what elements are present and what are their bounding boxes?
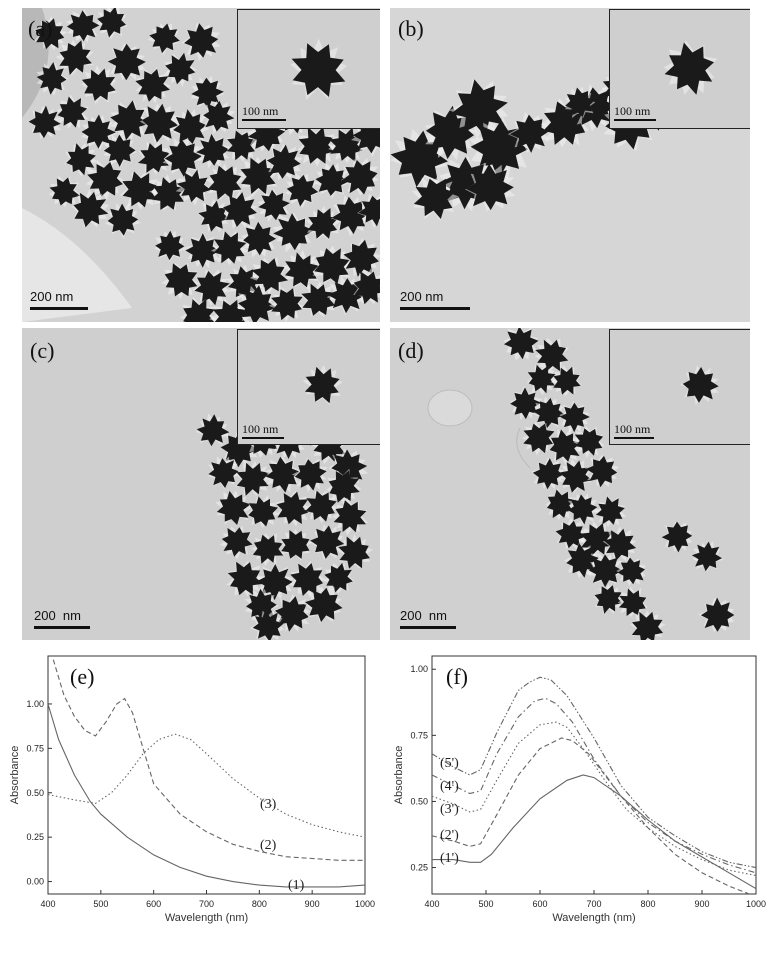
y-tick-label: 0.75	[410, 730, 428, 740]
scale-label-b: 200 nm	[400, 289, 444, 304]
inset-c: 100 nm	[237, 329, 380, 445]
series-line	[432, 721, 756, 877]
series-label: (1')	[440, 851, 459, 866]
tem-image-b	[390, 68, 675, 221]
y-tick-label: 0.00	[26, 877, 44, 887]
inset-scale-bar-a	[242, 119, 286, 121]
y-axis-title: Absorbance	[9, 746, 21, 805]
y-tick-label: 0.75	[26, 743, 44, 753]
y-tick-label: 0.50	[410, 796, 428, 806]
inset-particle-d	[680, 365, 719, 406]
inset-particle-a	[290, 38, 347, 100]
y-tick-label: 0.50	[26, 788, 44, 798]
y-tick-label: 1.00	[26, 699, 44, 709]
panel-label-b: (b)	[398, 16, 424, 41]
inset-scale-label-c: 100 nm	[242, 422, 279, 436]
panel-label-c: (c)	[30, 338, 55, 363]
x-tick-label: 400	[40, 899, 55, 909]
scale-bar-a	[30, 307, 88, 310]
series-line	[52, 659, 365, 861]
x-axis-title: Wavelength (nm)	[552, 912, 635, 924]
y-axis-title: Absorbance	[393, 746, 405, 805]
scale-bar-b	[400, 307, 470, 310]
y-tick-label: 0.25	[410, 863, 428, 873]
inset-particle-c	[302, 364, 343, 405]
series-label: (3')	[440, 802, 459, 817]
inset-scale-bar-b	[614, 119, 656, 121]
panel-label-d: (d)	[398, 338, 424, 363]
x-tick-label: 1000	[355, 899, 375, 909]
tem-panel-b: (b) 100 nm 200 nm	[390, 8, 750, 322]
x-tick-label: 600	[146, 899, 161, 909]
x-tick-label: 900	[305, 899, 320, 909]
x-tick-label: 800	[640, 899, 655, 909]
inset-scale-label-b: 100 nm	[614, 104, 651, 118]
plot-frame	[431, 655, 757, 895]
tem-panel-a: (a) 100 nm 200 nm	[22, 8, 380, 322]
inset-scale-bar-d	[614, 437, 654, 439]
x-tick-label: 700	[199, 899, 214, 909]
inset-scale-label-a: 100 nm	[242, 104, 279, 118]
chart-e-svg: 400 500 600 700 800 900 1000 0.00 0.25 0.50 0.75 1.…	[9, 655, 375, 924]
tem-panel-d: (d) 100 nm 200 nm	[390, 328, 750, 640]
series-label: (2')	[440, 828, 459, 843]
series-line	[432, 774, 756, 890]
x-tick-label: 500	[93, 899, 108, 909]
tem-image-a	[22, 8, 380, 322]
series-label: (4')	[440, 779, 459, 794]
series-line	[48, 733, 365, 838]
x-tick-label: 400	[424, 899, 439, 909]
series-line	[432, 737, 751, 894]
series-label: (1)	[288, 878, 305, 893]
scale-bar-d	[400, 626, 456, 629]
plot-frame	[47, 655, 366, 895]
chart-f: 400 500 600 700 800 900 1000 0.25 0.50 0.75 1.00 Wa…	[390, 648, 776, 953]
series-line	[432, 697, 756, 874]
panel-label-a: (a)	[28, 16, 53, 41]
inset-particle-b	[663, 40, 718, 95]
inset-scale-bar-c	[242, 437, 284, 439]
series-label: (3)	[260, 797, 277, 812]
x-axis-title: Wavelength (nm)	[165, 912, 248, 924]
chart-panel-label: (f)	[446, 664, 468, 689]
x-tick-label: 1000	[746, 899, 766, 909]
tem-image-d	[427, 328, 735, 640]
chart-e: 400 500 600 700 800 900 1000 0.00 0.25 0.50 0.75 1.…	[0, 648, 380, 953]
inset-a: 100 nm	[237, 9, 380, 129]
y-tick-label: 0.25	[26, 832, 44, 842]
y-tick-label: 1.00	[410, 664, 428, 674]
x-tick-label: 500	[478, 899, 493, 909]
inset-d: 100 nm	[609, 329, 750, 445]
scale-label-c: 200 nm	[34, 608, 81, 623]
chart-f-svg: 400 500 600 700 800 900 1000 0.25 0.50 0.75 1.00 Wa…	[393, 655, 766, 924]
scale-label-a: 200 nm	[30, 289, 74, 304]
x-tick-label: 800	[252, 899, 267, 909]
inset-scale-label-d: 100 nm	[614, 422, 651, 436]
series-line	[48, 703, 365, 888]
x-tick-label: 900	[694, 899, 709, 909]
inset-b: 100 nm	[609, 9, 750, 129]
scale-bar-c	[34, 626, 90, 629]
series-line	[432, 676, 756, 869]
series-label: (5')	[440, 756, 459, 771]
x-tick-label: 700	[586, 899, 601, 909]
x-tick-label: 600	[532, 899, 547, 909]
chart-panel-label: (e)	[70, 664, 94, 689]
scale-label-d: 200 nm	[400, 608, 447, 623]
tem-panel-c: (c) 100 nm 200 nm	[22, 328, 380, 640]
series-label: (2)	[260, 838, 277, 853]
